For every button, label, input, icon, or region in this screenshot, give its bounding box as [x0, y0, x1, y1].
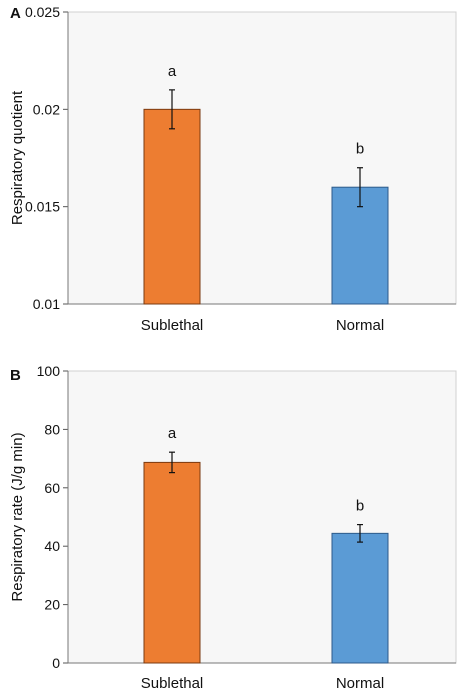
plot-area	[67, 370, 457, 664]
bar	[143, 108, 201, 305]
y-tick-label: 40	[44, 538, 60, 554]
y-tick-label: 20	[44, 597, 60, 613]
x-category-label: Normal	[336, 675, 384, 692]
panel-label: B	[10, 367, 21, 384]
y-tick-label: 0.025	[25, 4, 60, 20]
y-tick-label: 0.01	[33, 296, 60, 312]
y-tick-label: 80	[44, 421, 60, 437]
significance-label: a	[168, 425, 177, 442]
x-category-label: Normal	[336, 317, 384, 334]
y-tick-label: 0	[52, 655, 60, 671]
plot-area	[67, 11, 457, 305]
x-category-label: Sublethal	[141, 675, 204, 692]
y-tick-label: 100	[37, 363, 61, 379]
significance-label: b	[356, 141, 364, 158]
bar	[331, 532, 389, 664]
significance-label: a	[168, 63, 177, 80]
y-axis-title: Respiratory rate (J/g min)	[9, 432, 26, 601]
panel-label: A	[10, 5, 21, 22]
y-tick-label: 60	[44, 480, 60, 496]
y-tick-label: 0.02	[33, 101, 60, 117]
y-axis-title: Respiratory quotient	[9, 90, 26, 225]
x-category-label: Sublethal	[141, 317, 204, 334]
bar	[143, 461, 201, 664]
y-tick-label: 0.015	[25, 199, 60, 215]
significance-label: b	[356, 498, 364, 515]
